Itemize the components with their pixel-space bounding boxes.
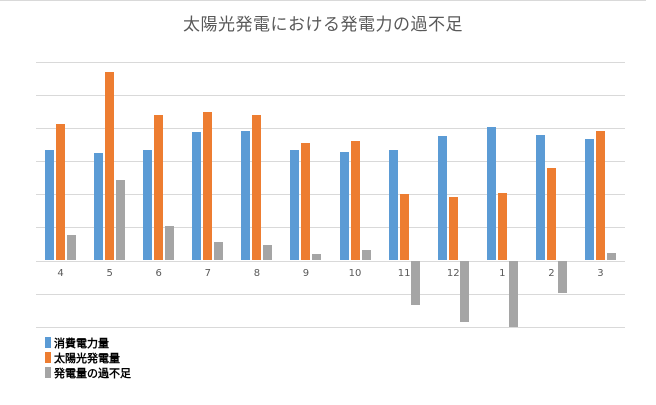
plot-area: 4 5 6 7 8 9 10 11 12 1 2 3 xyxy=(36,0,625,405)
bar-solar xyxy=(399,193,409,261)
bar-consumption xyxy=(94,152,104,261)
bar-balance xyxy=(214,241,224,261)
bar-balance xyxy=(67,235,77,261)
bar-consumption xyxy=(143,149,153,261)
bar-balance xyxy=(557,260,567,293)
bar-balance xyxy=(459,260,469,323)
x-tick-label: 3 xyxy=(597,268,604,279)
x-tick-label: 6 xyxy=(155,268,162,279)
legend: 消費電力量 太陽光発電量 発電量の過不足 xyxy=(45,335,131,380)
legend-swatch-balance xyxy=(45,367,51,378)
x-tick-label: 8 xyxy=(253,268,261,279)
legend-item-consumption: 消費電力量 xyxy=(45,335,131,350)
bar-solar xyxy=(154,114,164,261)
bar-solar xyxy=(252,114,262,261)
bar-solar xyxy=(301,142,311,261)
x-tick-label: 7 xyxy=(204,268,211,279)
bar-balance xyxy=(361,249,371,261)
x-tick-label: 1 xyxy=(499,268,506,279)
legend-item-solar: 太陽光発電量 xyxy=(45,350,131,365)
bar-consumption xyxy=(45,149,55,261)
bar-solar xyxy=(56,124,66,261)
x-tick-label: 2 xyxy=(548,268,555,279)
bar-consumption xyxy=(437,136,447,261)
x-tick-label: 4 xyxy=(57,268,64,279)
x-axis-line xyxy=(36,260,625,262)
gridline xyxy=(36,194,625,196)
legend-label-solar: 太陽光発電量 xyxy=(54,351,120,365)
legend-swatch-solar xyxy=(45,352,51,363)
bar-consumption xyxy=(290,149,300,261)
bar-consumption xyxy=(192,132,202,261)
legend-swatch-consumption xyxy=(45,337,51,348)
gridline xyxy=(36,161,625,163)
x-tick-label: 9 xyxy=(302,268,310,279)
gridline xyxy=(36,227,625,229)
x-tick-label: 11 xyxy=(397,268,411,279)
bar-solar xyxy=(448,196,458,261)
legend-label-balance: 発電量の過不足 xyxy=(54,366,131,380)
bar-balance xyxy=(606,252,616,261)
bar-solar xyxy=(203,111,213,261)
gridline xyxy=(36,128,625,130)
bar-consumption xyxy=(339,151,349,261)
bar-consumption xyxy=(584,139,594,261)
bar-balance xyxy=(410,260,420,305)
x-tick-label: 10 xyxy=(348,268,362,279)
gridline xyxy=(36,61,625,63)
x-tick-label: 12 xyxy=(446,268,460,279)
bar-consumption xyxy=(388,149,398,261)
bar-consumption xyxy=(535,135,545,261)
bar-solar xyxy=(105,72,115,261)
bar-consumption xyxy=(241,131,251,261)
bar-balance xyxy=(263,244,273,261)
legend-item-balance: 発電量の過不足 xyxy=(45,365,131,380)
bar-balance xyxy=(312,253,322,261)
gridline xyxy=(36,326,625,328)
bar-solar xyxy=(497,192,507,261)
x-tick-label: 5 xyxy=(106,268,113,279)
bar-solar xyxy=(546,168,556,261)
gridline xyxy=(36,95,625,96)
bar-balance xyxy=(116,180,126,261)
bar-solar xyxy=(350,141,360,261)
chart-title: 太陽光発電における発電力の過不足 xyxy=(183,15,463,35)
bar-consumption xyxy=(486,127,496,261)
legend-label-consumption: 消費電力量 xyxy=(54,336,109,350)
bar-balance xyxy=(165,226,175,261)
gridline xyxy=(36,293,625,295)
bar-solar xyxy=(595,131,605,261)
bar-balance xyxy=(508,260,518,328)
